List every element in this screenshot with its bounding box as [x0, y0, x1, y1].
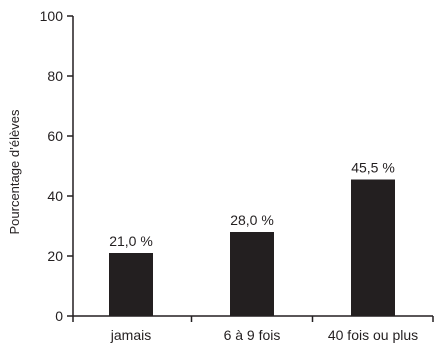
data-label-0: 21,0 % [109, 233, 153, 249]
y-axis: 0 20 40 60 80 100 [40, 8, 74, 324]
y-tick-label: 0 [55, 308, 63, 324]
data-labels: 21,0 % 28,0 % 45,5 % [109, 160, 395, 250]
bar-1 [230, 232, 274, 316]
bar-0 [109, 253, 153, 316]
x-axis: jamais 6 à 9 fois 40 fois ou plus [72, 315, 434, 343]
category-label-0: jamais [110, 327, 151, 343]
y-tick-label: 40 [47, 188, 63, 204]
data-label-1: 28,0 % [230, 212, 274, 228]
y-tick-label: 60 [47, 128, 63, 144]
y-tick-label: 100 [40, 8, 64, 24]
data-label-2: 45,5 % [351, 160, 395, 176]
category-label-1: 6 à 9 fois [224, 327, 281, 343]
y-axis-title: Pourcentage d’élèves [7, 109, 22, 235]
category-label-2: 40 fois ou plus [328, 327, 418, 343]
y-tick-label: 80 [47, 68, 63, 84]
bars [109, 179, 395, 316]
y-tick-label: 20 [47, 248, 63, 264]
bar-2 [351, 179, 395, 316]
